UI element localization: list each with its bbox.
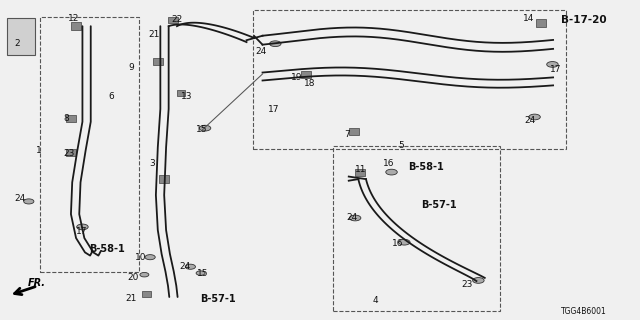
Circle shape [24, 199, 34, 204]
Bar [66, 148, 76, 156]
Text: 17: 17 [268, 105, 279, 114]
Bar [153, 58, 163, 65]
Text: 15: 15 [195, 125, 207, 134]
Bar [355, 169, 365, 176]
Circle shape [140, 272, 149, 277]
Text: 4: 4 [372, 296, 378, 305]
Text: 1: 1 [36, 146, 42, 155]
Bar [159, 175, 170, 183]
Text: 17: 17 [550, 65, 561, 74]
Circle shape [196, 271, 205, 275]
Bar [66, 115, 76, 122]
Circle shape [199, 125, 211, 131]
Circle shape [77, 224, 88, 230]
Text: 24: 24 [15, 194, 26, 203]
Bar [7, 18, 35, 55]
Text: 23: 23 [462, 280, 473, 289]
Text: B-17-20: B-17-20 [561, 15, 607, 25]
Circle shape [185, 264, 195, 269]
Text: 14: 14 [523, 14, 534, 23]
Text: 8: 8 [63, 114, 69, 123]
Bar [536, 20, 546, 27]
Bar [333, 146, 500, 311]
Text: 22: 22 [172, 15, 182, 24]
Circle shape [399, 239, 410, 245]
Text: 23: 23 [63, 149, 75, 158]
Text: 24: 24 [524, 116, 536, 125]
Text: 24: 24 [179, 262, 191, 271]
Text: 24: 24 [255, 47, 266, 56]
Text: 12: 12 [68, 14, 79, 23]
Bar [142, 291, 151, 297]
Circle shape [472, 277, 484, 283]
Circle shape [145, 255, 156, 260]
Text: 6: 6 [108, 92, 114, 101]
Text: 7: 7 [344, 130, 350, 139]
Text: 20: 20 [127, 273, 138, 282]
Circle shape [386, 169, 397, 175]
Text: B-57-1: B-57-1 [421, 200, 456, 210]
Text: 16: 16 [383, 159, 394, 168]
Text: 19: 19 [291, 73, 303, 82]
Circle shape [547, 61, 558, 67]
Text: 21: 21 [149, 30, 160, 39]
Text: 18: 18 [304, 79, 316, 88]
Text: 16: 16 [392, 239, 403, 248]
Text: 10: 10 [135, 253, 147, 262]
Text: 17: 17 [76, 227, 88, 236]
Text: 11: 11 [355, 165, 367, 174]
Text: 2: 2 [15, 39, 20, 48]
Bar [349, 128, 359, 135]
Bar [177, 90, 184, 96]
Text: TGG4B6001: TGG4B6001 [561, 307, 607, 316]
Circle shape [529, 114, 540, 120]
Bar [40, 17, 140, 272]
Bar [168, 17, 178, 23]
Text: 13: 13 [181, 92, 193, 101]
Text: FR.: FR. [28, 278, 45, 288]
Text: B-58-1: B-58-1 [89, 244, 125, 254]
Text: 5: 5 [398, 141, 404, 150]
Text: 21: 21 [125, 294, 136, 303]
Bar [253, 10, 566, 149]
Text: 15: 15 [197, 268, 209, 278]
Text: 24: 24 [347, 213, 358, 222]
Circle shape [349, 215, 361, 221]
Text: 3: 3 [149, 159, 155, 168]
Circle shape [269, 41, 281, 47]
Text: 9: 9 [129, 63, 134, 72]
Text: B-58-1: B-58-1 [408, 162, 444, 172]
Text: B-57-1: B-57-1 [200, 293, 236, 304]
Bar [301, 71, 311, 78]
Bar [71, 22, 81, 30]
